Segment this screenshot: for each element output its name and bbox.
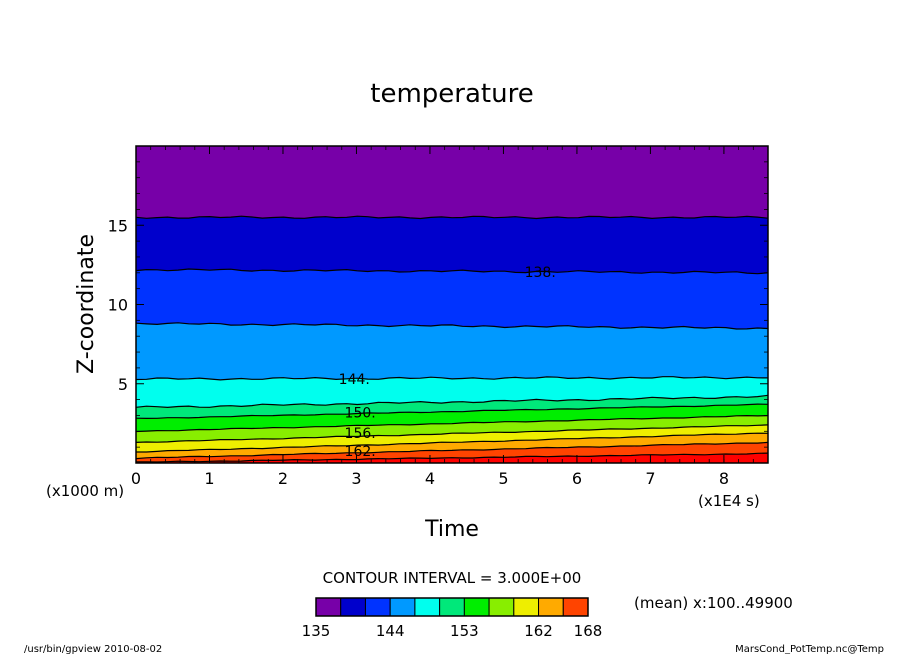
contour-band [136,433,768,459]
contour-line [135,424,769,443]
x-tick-label: 2 [278,469,288,488]
contour-line-label: 150. [345,405,376,421]
x-tick-label: 7 [645,469,655,488]
colorbar-label: 135 [302,622,331,640]
contour-line-labels: 138. 144. 150. 156. 162. [339,265,556,460]
x-axis-label: Time [424,517,479,542]
contour-band [136,216,768,274]
contour-line-label: 162. [345,444,376,460]
y-axis: 5 10 15 [108,161,768,448]
contour-line [135,403,769,420]
colorbar-label: 144 [376,622,405,640]
colorbar-swatch [562,597,589,617]
contour-bands [136,146,768,463]
contour-line [135,215,769,220]
contour-line-label: 144. [339,372,370,388]
contour-band [136,376,768,408]
y-tick-label: 5 [118,375,128,394]
y-unit-label: (x1000 m) [46,482,124,500]
x-tick-label: 1 [204,469,214,488]
chart-title: temperature [370,79,533,109]
y-axis-label: Z-coordinate [74,234,99,374]
colorbar-swatch [364,597,391,617]
colorbar-swatch [414,597,441,617]
x-tick-label: 8 [719,469,729,488]
colorbar-swatch [488,597,515,617]
contour-line [135,414,769,433]
contour-line [135,441,769,460]
contour-band [136,442,768,462]
colorbar-label: 168 [574,622,603,640]
colorbar-swatch [315,597,342,617]
contour-lines [135,215,769,463]
y-tick-label: 10 [108,296,128,315]
contour-band [136,395,768,419]
colorbar-swatch [340,597,366,617]
contour-band [136,404,768,432]
footer-right: MarsCond_PotTemp.nc@Temp [735,644,884,654]
contour-line [135,268,769,275]
x-unit-label: (x1E4 s) [698,492,760,510]
contour-line-label: 156. [345,426,376,442]
colorbar-label: 153 [450,622,479,640]
contour-interval-label: CONTOUR INTERVAL = 3.000E+00 [323,569,582,587]
contour-line [136,452,769,463]
y-tick-label: 15 [108,216,128,235]
colorbar: 135 144 153 162 168 [302,597,603,640]
mean-note: (mean) x:100..49900 [634,594,793,612]
colorbar-label: 162 [524,622,553,640]
colorbar-swatch [439,597,465,617]
footer-left: /usr/bin/gpview 2010-08-02 [24,644,162,654]
contour-band [136,146,768,219]
contour-line [135,376,769,381]
colorbar-swatch [389,597,416,617]
colorbar-swatch [463,597,490,617]
contour-line [136,432,769,453]
colorbar-swatch [513,597,540,617]
colorbar-swatch [538,597,564,617]
x-tick-label: 6 [572,469,582,488]
contour-band [136,269,768,329]
contour-band [136,322,768,380]
x-tick-label: 4 [425,469,435,488]
contour-band [136,415,768,443]
contour-line-label: 138. [525,265,556,281]
x-tick-label: 5 [498,469,508,488]
contour-line [135,322,769,330]
x-tick-label: 3 [351,469,361,488]
x-axis: 0 1 2 3 4 5 6 7 8 [131,146,754,488]
contour-line [135,394,769,409]
x-tick-label: 0 [131,469,141,488]
colorbar-frame [315,597,589,617]
contour-band [136,424,768,452]
